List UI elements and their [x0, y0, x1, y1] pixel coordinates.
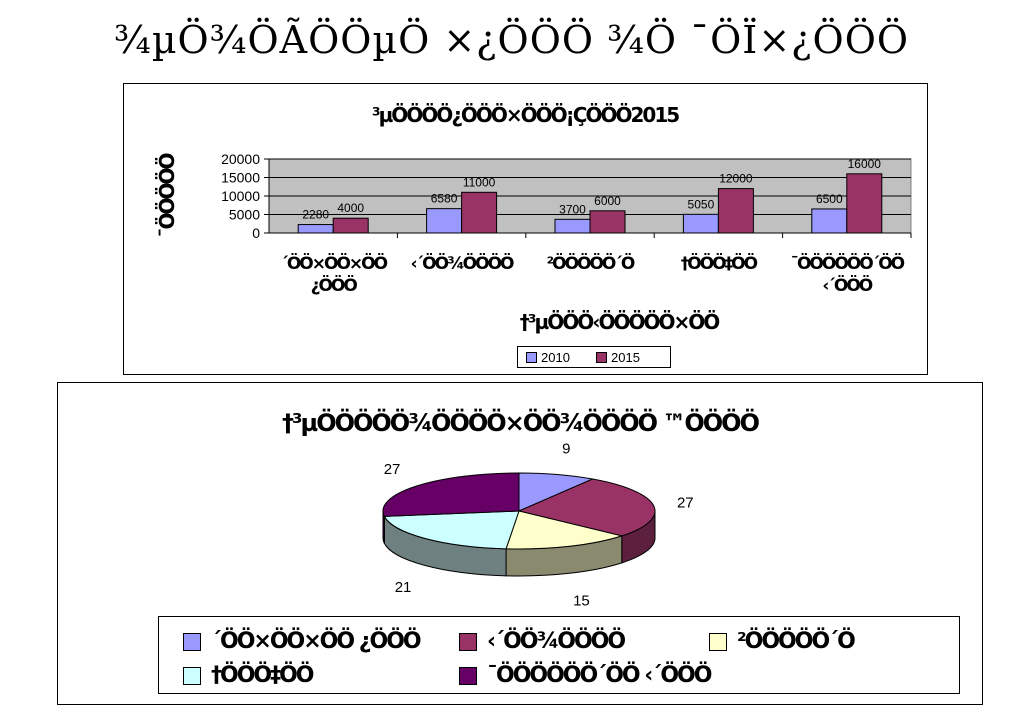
legend-item-3: †ÖÖÖ‡ÖÖ: [183, 663, 315, 688]
pie-data-label: 21: [395, 579, 412, 596]
x-tick-label: ‹´ÖÖ¾ÖÖÖÖ: [411, 252, 514, 274]
legend-item-0: ´ÖÖ×ÖÖ×ÖÖ ¿ÖÖÖ: [183, 629, 422, 654]
bar-2010-4: [811, 208, 848, 234]
pie-chart: †³µÖÖÖÖÖ¾ÖÖÖÖ×ÖÖ¾ÖÖÖÖ ™ÖÖÖÖ 9 27 15 21 27: [282, 407, 762, 609]
x-tick-label: ‹´ÖÖÖ: [822, 274, 872, 296]
legend-swatch: [183, 632, 201, 651]
y-tick-label: 0: [252, 225, 260, 241]
bar-chart: ³µÖÖÖÖ¿ÖÖÖ×ÖÖÖ¡ÇÖÖÖ2015 0 5000 10000 15000 20…: [155, 103, 912, 334]
x-tick-label: ²ÖÖÖÖÖ´Ö: [547, 252, 635, 274]
legend-label: ‹´ÖÖ¾ÖÖÖÖ: [487, 629, 626, 654]
data-label: 6580: [431, 192, 458, 206]
bar-2010-2: [554, 218, 591, 234]
data-label: 6000: [594, 194, 621, 208]
legend-label: †ÖÖÖ‡ÖÖ: [211, 663, 315, 688]
pie-slice-3: [383, 510, 520, 550]
bar-2010-0: [297, 224, 334, 234]
pie-slice-4: [382, 472, 520, 517]
data-label: 5050: [688, 197, 715, 211]
bar-2010-3: [682, 213, 719, 234]
legend-swatch: [459, 666, 477, 685]
legend-swatch: [709, 632, 727, 651]
pie-chart-legend: ´ÖÖ×ÖÖ×ÖÖ ¿ÖÖÖ ‹´ÖÖ¾ÖÖÖÖ ²ÖÖÖÖÖ´Ö †ÖÖÖ‡ÖÖ ¯Ö…: [158, 616, 960, 694]
y-tick-label: 10000: [221, 188, 260, 204]
y-tick-label: 20000: [221, 151, 260, 167]
legend-item-1: ‹´ÖÖ¾ÖÖÖÖ: [459, 629, 626, 654]
pie-data-label: 27: [384, 461, 401, 478]
legend-swatch: [459, 632, 477, 651]
y-axis-title: ¯ÖÖÖÖÖ: [155, 154, 179, 238]
data-label: 6500: [816, 192, 843, 206]
pie-data-label: 9: [562, 441, 570, 458]
x-tick-label: ´ÖÖ×ÖÖ×ÖÖ: [280, 252, 387, 274]
y-tick-label: 5000: [229, 207, 260, 223]
x-tick-label: ¿ÖÖÖ: [311, 274, 358, 296]
data-label: 16000: [848, 157, 882, 171]
legend-swatch: [596, 352, 607, 363]
legend-label: 2015: [611, 350, 640, 365]
bar-chart-legend: 2010 2015: [517, 346, 671, 368]
data-label: 12000: [719, 172, 753, 186]
legend-item-4: ¯ÖÖÖÖÖÖ´ÖÖ ‹´ÖÖÖ: [459, 663, 712, 688]
page-title: ¾µÖ¾ÖÃÖÖµÖ ×¿ÖÖÖ ¾Ö ¯ÖÏ×¿ÖÖÖ: [114, 18, 909, 62]
legend-item-2010: 2010: [526, 350, 570, 365]
bar-2015-3: [717, 188, 754, 234]
x-axis-title: †³µÖÖÖ‹ÖÖÖÖÖ×ÖÖ: [520, 310, 719, 334]
pie-data-label: 15: [573, 592, 590, 609]
pie-slice-2: [505, 510, 624, 550]
bar-2010-1: [426, 208, 463, 234]
x-tick-label: ¯ÖÖÖÖÖÖ´ÖÖ: [790, 252, 904, 274]
pie-chart-panel: †³µÖÖÖÖÖ¾ÖÖÖÖ×ÖÖ¾ÖÖÖÖ ™ÖÖÖÖ 9 27 15 21 27 ´ÖÖ…: [57, 382, 983, 705]
legend-label: ¯ÖÖÖÖÖÖ´ÖÖ ‹´ÖÖÖ: [487, 663, 712, 688]
data-label: 4000: [337, 201, 364, 215]
legend-item-2: ²ÖÖÖÖÖ´Ö: [709, 629, 856, 654]
data-label: 3700: [559, 202, 586, 216]
legend-swatch: [183, 666, 201, 685]
bar-chart-title: ³µÖÖÖÖ¿ÖÖÖ×ÖÖÖ¡ÇÖÖÖ2015: [372, 103, 679, 127]
legend-label: 2010: [541, 350, 570, 365]
x-tick-label: †ÖÖÖ‡ÖÖ: [681, 252, 758, 274]
y-tick-label: 15000: [221, 170, 260, 186]
pie-chart-title: †³µÖÖÖÖÖ¾ÖÖÖÖ×ÖÖ¾ÖÖÖÖ ™ÖÖÖÖ: [282, 407, 760, 437]
bar-2015-0: [332, 217, 369, 234]
legend-item-2015: 2015: [596, 350, 640, 365]
bar-2015-1: [461, 191, 498, 234]
bar-chart-panel: ³µÖÖÖÖ¿ÖÖÖ×ÖÖÖ¡ÇÖÖÖ2015 0 5000 10000 15000 20…: [123, 83, 928, 375]
legend-label: ²ÖÖÖÖÖ´Ö: [737, 629, 856, 654]
data-label: 2280: [302, 208, 329, 222]
legend-swatch: [526, 352, 537, 363]
bar-2015-2: [589, 210, 626, 234]
pie-data-label: 27: [677, 495, 694, 512]
data-label: 11000: [463, 175, 496, 189]
legend-label: ´ÖÖ×ÖÖ×ÖÖ ¿ÖÖÖ: [211, 629, 422, 654]
bar-2015-4: [846, 173, 883, 234]
pie-slice-1: [517, 478, 656, 537]
